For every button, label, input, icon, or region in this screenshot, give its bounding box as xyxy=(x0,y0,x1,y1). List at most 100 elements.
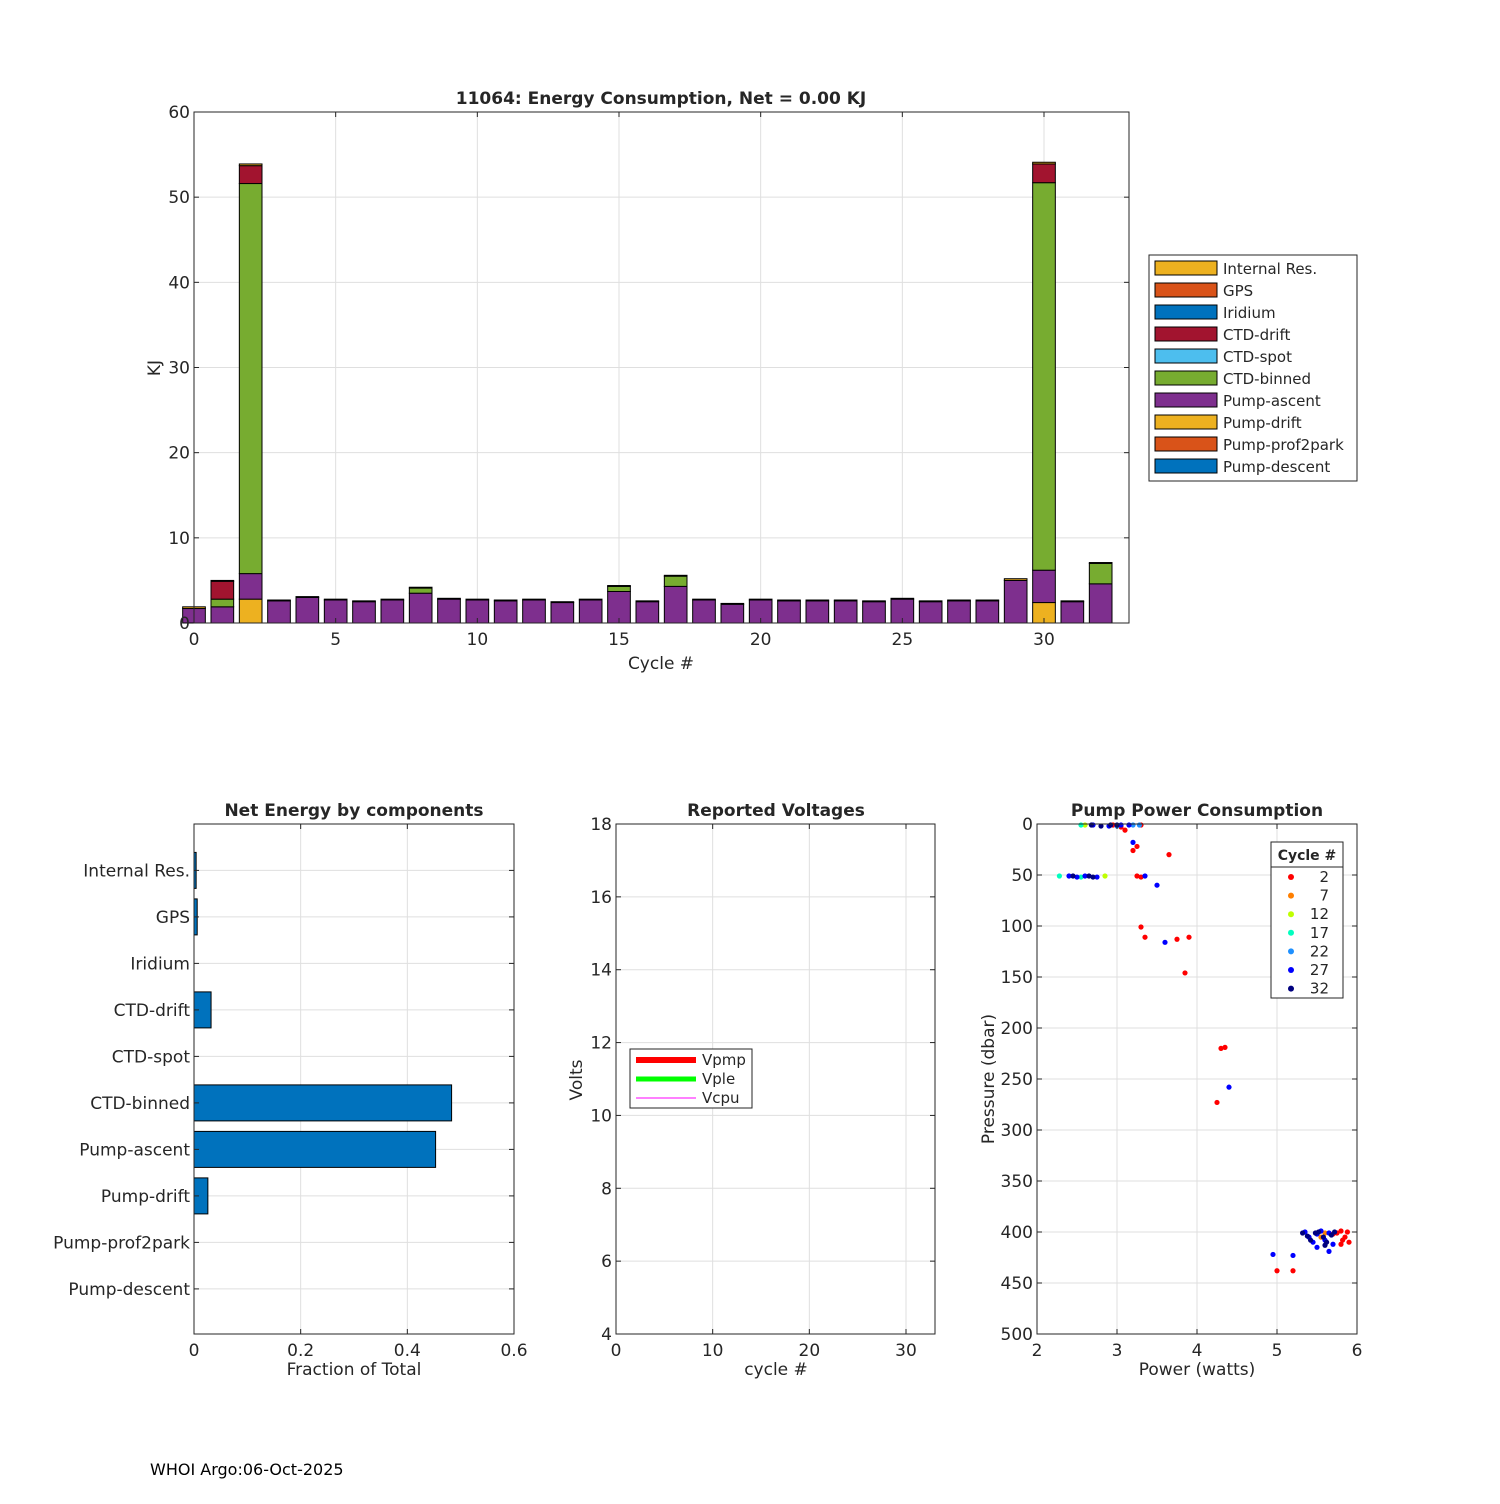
energy-bar-segment xyxy=(890,597,915,600)
energy-bar-segment xyxy=(408,587,433,594)
energy-bar-segment xyxy=(380,598,405,601)
voltages-chart: 0 10 20 30 4 6 8 10 12 14 16 18 Reported Voltages c… xyxy=(567,801,936,1380)
energy-bar-segment xyxy=(210,579,235,582)
pump-point xyxy=(1270,1251,1276,1258)
pump-xtick-label: 2 xyxy=(1032,1341,1043,1361)
pump-point xyxy=(1226,1084,1232,1090)
energy-bar-segment xyxy=(975,599,1000,602)
voltages-ytick-label: 4 xyxy=(601,1325,612,1345)
energy-bar-segment xyxy=(692,598,716,601)
energy-legend-label: Pump-prof2park xyxy=(1223,436,1344,454)
energy-bar-segment xyxy=(437,597,461,600)
pump-ytick-label: 50 xyxy=(1011,866,1033,886)
pump-legend-label: 12 xyxy=(1310,905,1329,923)
energy-bar-segment xyxy=(607,585,631,592)
energy-legend: Internal Res. GPS Iridium CTD-drift CTD-spot… xyxy=(1148,254,1358,482)
energy-bar-segment xyxy=(522,599,546,624)
energy-legend-swatch xyxy=(1154,392,1218,408)
energy-bar-segment xyxy=(352,601,376,624)
energy-ytick-label: 0 xyxy=(179,614,190,634)
pump-point xyxy=(1102,873,1108,879)
components-ytick-label: Iridium xyxy=(130,954,190,974)
energy-legend-swatch xyxy=(1154,326,1218,342)
pump-points xyxy=(1056,822,1352,1274)
pump-point xyxy=(1090,874,1096,880)
energy-xlabel: Cycle # xyxy=(628,654,694,674)
pump-point xyxy=(1308,1237,1314,1243)
energy-bar-segment xyxy=(777,599,801,602)
pump-ytick-label: 400 xyxy=(1001,1223,1033,1243)
components-xtick-label: 0.4 xyxy=(394,1341,421,1361)
energy-bar-segment xyxy=(578,599,603,624)
components-ytick-label: Pump-descent xyxy=(68,1280,190,1300)
components-xtick-label: 0 xyxy=(189,1341,200,1361)
energy-legend-label: Iridium xyxy=(1223,304,1276,322)
voltages-ytick-label: 10 xyxy=(590,1106,612,1126)
energy-legend-label: CTD-binned xyxy=(1223,370,1311,388)
energy-bar-segment xyxy=(635,600,660,603)
components-chart: 0 0.2 0.4 0.6 Internal Res. GPS Iridium CTD-dri… xyxy=(53,801,527,1380)
energy-bar-segment xyxy=(380,599,405,624)
energy-bar-segment xyxy=(550,602,575,624)
energy-xtick-label: 15 xyxy=(608,630,630,650)
pump-point xyxy=(1136,822,1142,828)
voltages-xtick-label: 20 xyxy=(799,1341,821,1361)
components-xtick-label: 0.2 xyxy=(287,1341,314,1361)
pump-point xyxy=(1326,1248,1332,1254)
pump-point xyxy=(1130,839,1136,845)
energy-bar-segment xyxy=(1060,601,1085,624)
energy-consumption-chart: 0 5 10 15 20 25 30 0 10 20 30 40 50 60 11064: Energy … xyxy=(145,89,1358,674)
pump-point xyxy=(1122,827,1128,833)
energy-bar-segment xyxy=(1060,600,1085,603)
energy-bar-segment xyxy=(493,600,518,624)
energy-bar-segment xyxy=(550,601,575,604)
energy-bar-segment xyxy=(862,600,886,603)
pump-point xyxy=(1314,1244,1320,1250)
pump-point xyxy=(1166,852,1172,858)
footer-credit: WHOI Argo:06-Oct-2025 xyxy=(150,1460,344,1479)
voltages-ytick-label: 16 xyxy=(590,888,612,908)
voltages-title: Reported Voltages xyxy=(687,801,865,821)
energy-bar-segment xyxy=(947,599,971,602)
energy-bar-segment xyxy=(1088,583,1113,624)
energy-ytick-label: 50 xyxy=(168,188,190,208)
pump-point xyxy=(1142,873,1148,879)
energy-bar-segment xyxy=(493,599,518,602)
energy-bar-segment xyxy=(210,598,235,608)
energy-legend-label: CTD-drift xyxy=(1223,326,1290,344)
energy-bar-segment xyxy=(833,599,858,602)
pump-legend-label: 17 xyxy=(1310,924,1329,942)
pump-legend-label: 7 xyxy=(1319,887,1329,905)
voltages-axes-box xyxy=(615,823,936,1335)
energy-bar-segment xyxy=(720,602,745,605)
energy-bar-segment xyxy=(805,600,830,624)
voltages-ytick-label: 12 xyxy=(590,1034,612,1054)
energy-ticks: 0 5 10 15 20 25 30 0 10 20 30 40 50 60 xyxy=(168,103,1129,650)
pump-point xyxy=(1078,874,1084,880)
voltages-ytick-label: 8 xyxy=(601,1179,612,1199)
pump-legend-marker xyxy=(1288,911,1294,918)
energy-bar-segment xyxy=(437,598,461,624)
energy-legend-swatch xyxy=(1154,414,1218,430)
pump-point xyxy=(1086,873,1092,879)
pump-point xyxy=(1070,873,1076,879)
pump-point xyxy=(1094,874,1100,880)
pump-ylabel: Pressure (dbar) xyxy=(979,1014,999,1144)
energy-bar-segment xyxy=(1088,562,1113,585)
pump-legend-label: 2 xyxy=(1319,868,1329,886)
components-bar xyxy=(193,1084,453,1122)
energy-bar-segment xyxy=(295,596,320,624)
energy-bar-segment xyxy=(1003,579,1028,624)
energy-bar-segment xyxy=(1032,569,1056,604)
pump-point xyxy=(1138,924,1144,930)
energy-bar-segment xyxy=(1032,163,1056,184)
pump-power-chart: 2 3 4 5 6 0 50 100 150 200 250 300 350 400 450 500 Pump… xyxy=(979,801,1362,1380)
pump-point xyxy=(1290,1268,1296,1274)
energy-ytick-label: 30 xyxy=(168,359,190,379)
energy-bar-segment xyxy=(918,600,943,603)
pump-ytick-label: 100 xyxy=(1001,917,1033,937)
energy-xtick-label: 5 xyxy=(330,630,341,650)
pump-point xyxy=(1126,822,1132,828)
components-xtick-label: 0.6 xyxy=(500,1341,527,1361)
pump-ytick-label: 0 xyxy=(1022,815,1033,835)
